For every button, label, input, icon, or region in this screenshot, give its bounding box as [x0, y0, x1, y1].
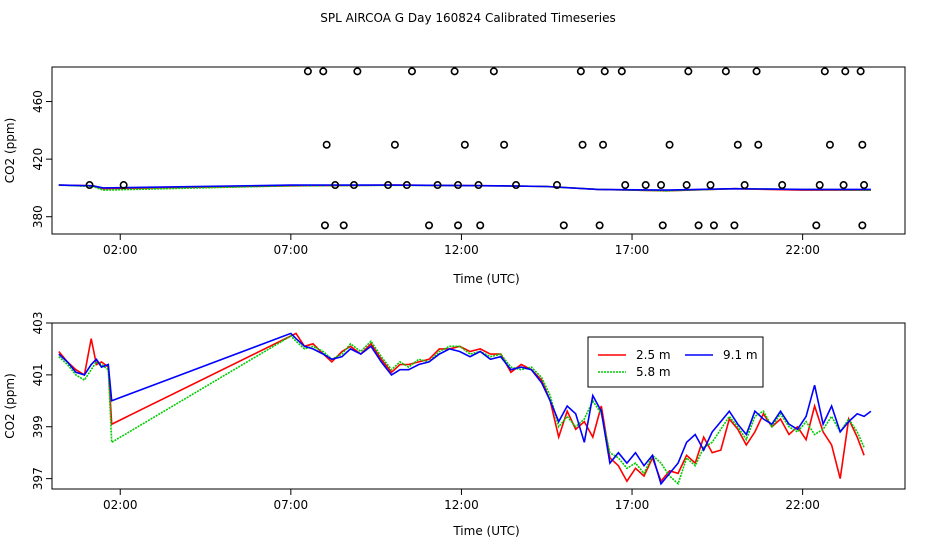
calibration-point	[858, 140, 867, 149]
calibration-point	[552, 181, 561, 190]
calibration-point	[694, 221, 703, 230]
top-x-tick-label: 02:00	[103, 243, 138, 257]
calibration-point	[778, 181, 787, 190]
calibration-point	[331, 181, 340, 190]
calibration-point	[812, 221, 821, 230]
calibration-point	[476, 221, 485, 230]
calibration-point	[450, 67, 459, 76]
legend-label: 2.5 m	[636, 348, 671, 362]
calibration-point	[858, 221, 867, 230]
calibration-point	[119, 181, 128, 190]
calibration-point	[319, 67, 328, 76]
calibration-point	[665, 140, 674, 149]
calibration-point	[303, 67, 312, 76]
calibration-point	[425, 221, 434, 230]
bottom-y-tick-label: 397	[31, 467, 45, 490]
calibration-point	[740, 181, 749, 190]
calibration-point	[860, 181, 869, 190]
calibration-point	[576, 67, 585, 76]
legend-label: 9.1 m	[723, 348, 758, 362]
calibration-point	[856, 67, 865, 76]
calibration-point	[730, 221, 739, 230]
calibration-point	[684, 67, 693, 76]
calibration-point	[433, 181, 442, 190]
bottom-x-tick-label: 02:00	[103, 498, 138, 512]
calibration-point	[390, 140, 399, 149]
calibration-point	[384, 181, 393, 190]
calibration-point	[460, 140, 469, 149]
calibration-point	[454, 221, 463, 230]
legend-label: 5.8 m	[636, 365, 671, 379]
bottom-x-tick-label: 12:00	[444, 498, 479, 512]
bottom-x-tick-label: 17:00	[615, 498, 650, 512]
chart-legend: 2.5 m 9.1 m 5.8 m	[587, 336, 764, 388]
calibration-point	[706, 181, 715, 190]
calibration-point	[353, 67, 362, 76]
calibration-point	[754, 140, 763, 149]
bottom-x-tick-label: 07:00	[274, 498, 309, 512]
bottom-y-tick-label: 399	[31, 415, 45, 438]
calibration-point	[85, 181, 94, 190]
bottom-y-tick-label: 401	[31, 363, 45, 386]
calibration-point	[500, 140, 509, 149]
calibration-point	[841, 67, 850, 76]
calibration-point	[721, 67, 730, 76]
top-y-tick-label: 420	[31, 148, 45, 171]
bottom-plot-frame	[51, 322, 906, 490]
top-x-tick-label: 07:00	[274, 243, 309, 257]
bottom-series-line-91m	[58, 332, 872, 486]
calibration-point	[489, 67, 498, 76]
calibration-point	[512, 181, 521, 190]
top-y-tick-label: 380	[31, 205, 45, 228]
calibration-point	[641, 181, 650, 190]
calibration-point	[559, 221, 568, 230]
calibration-point	[621, 181, 630, 190]
calibration-point	[657, 181, 666, 190]
calibration-point	[733, 140, 742, 149]
legend-box	[587, 336, 764, 388]
bottom-x-axis-label: Time (UTC)	[452, 524, 519, 538]
calibration-point	[825, 140, 834, 149]
top-x-tick-label: 22:00	[785, 243, 820, 257]
calibration-point	[600, 67, 609, 76]
top-plot-frame	[51, 66, 906, 235]
calibration-point	[578, 140, 587, 149]
bottom-panel: 02:00 07:00 12:00 17:00 22:00 397 399 401 403 Tim…	[3, 312, 906, 538]
calibration-point	[820, 67, 829, 76]
calibration-point	[709, 221, 718, 230]
top-x-tick-label: 17:00	[615, 243, 650, 257]
top-panel: 02:00 07:00 12:00 17:00 22:00 380 420 460 Time (…	[3, 66, 906, 286]
calibration-point	[407, 67, 416, 76]
calibration-point	[474, 181, 483, 190]
top-y-axis-label: CO2 (ppm)	[3, 118, 17, 184]
calibration-point	[815, 181, 824, 190]
bottom-x-tick-label: 22:00	[785, 498, 820, 512]
calibration-point	[402, 181, 411, 190]
calibration-point	[658, 221, 667, 230]
calibration-point	[595, 221, 604, 230]
calibration-point	[339, 221, 348, 230]
calibration-point	[617, 67, 626, 76]
bottom-y-axis-label: CO2 (ppm)	[3, 373, 17, 439]
calibration-point	[839, 181, 848, 190]
calibration-point	[322, 140, 331, 149]
calibration-point	[752, 67, 761, 76]
calibration-point	[320, 221, 329, 230]
calibration-point	[682, 181, 691, 190]
calibration-point	[349, 181, 358, 190]
top-x-axis-label: Time (UTC)	[452, 272, 519, 286]
calibration-point	[454, 181, 463, 190]
chart-title: SPL AIRCOA G Day 160824 Calibrated Times…	[320, 11, 615, 25]
calibration-point	[599, 140, 608, 149]
bottom-y-tick-label: 403	[31, 312, 45, 335]
top-x-tick-label: 12:00	[444, 243, 479, 257]
top-y-tick-label: 460	[31, 90, 45, 113]
